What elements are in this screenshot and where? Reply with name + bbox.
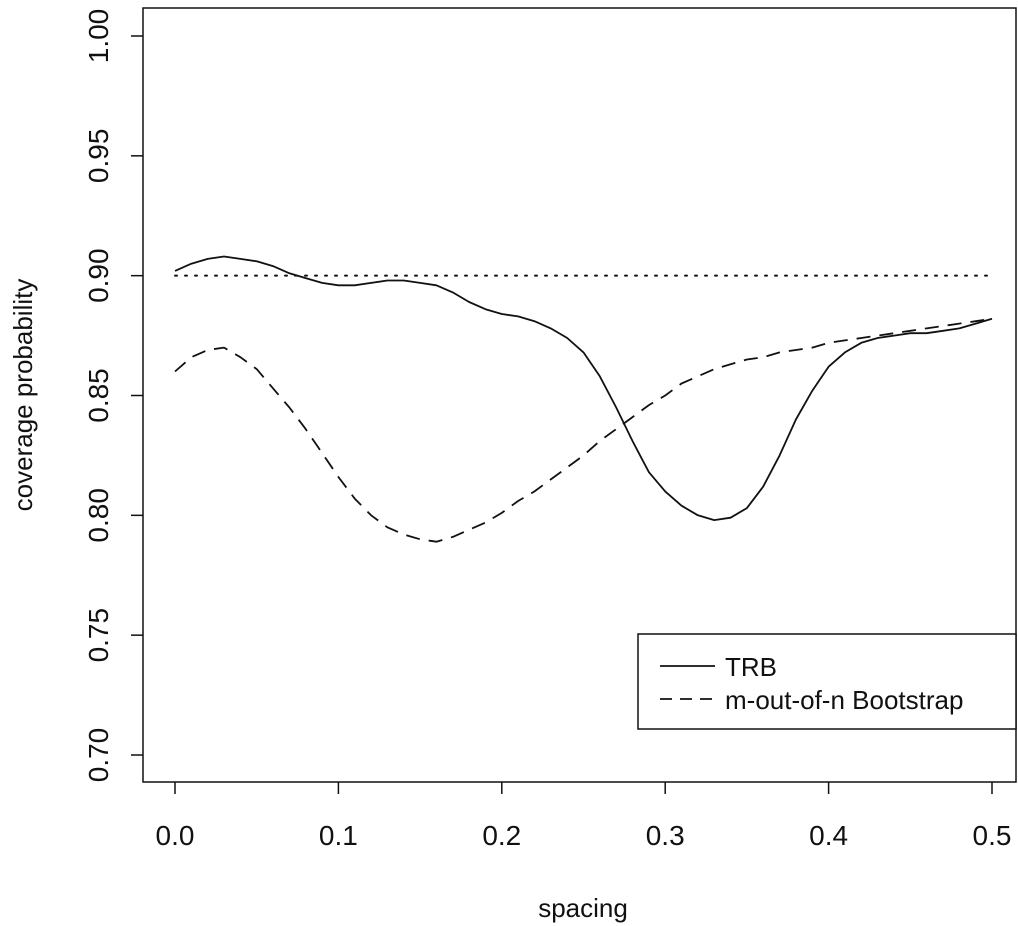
y-tick-label: 0.80 (83, 488, 114, 543)
legend-box (637, 633, 1017, 730)
x-tick-label: 0.5 (973, 820, 1012, 851)
x-tick-label: 0.0 (156, 820, 195, 851)
legend-label-trb: TRB (725, 652, 777, 682)
y-axis-title: coverage probability (8, 279, 38, 512)
x-tick-label: 0.4 (809, 820, 848, 851)
series-line-trb (174, 255, 993, 521)
series-layer (174, 255, 993, 543)
y-tick-label: 0.90 (83, 248, 114, 303)
x-tick-label: 0.2 (482, 820, 521, 851)
legend: TRB m-out-of-n Bootstrap (637, 633, 1017, 730)
axes: 0.0 0.1 0.2 0.3 0.4 0.5 0.70 0.75 0.80 0.85 0.90 0.… (83, 7, 1017, 851)
y-tick-label: 0.95 (83, 129, 114, 184)
x-tick-label: 0.3 (646, 820, 685, 851)
x-axis-title: spacing (538, 893, 628, 923)
y-tick-label: 0.70 (83, 728, 114, 783)
y-tick-label: 1.00 (83, 9, 114, 64)
y-tick-label: 0.75 (83, 608, 114, 663)
legend-label-bootstrap: m-out-of-n Bootstrap (725, 685, 963, 715)
x-tick-label: 0.1 (319, 820, 358, 851)
y-tick-label: 0.85 (83, 368, 114, 423)
